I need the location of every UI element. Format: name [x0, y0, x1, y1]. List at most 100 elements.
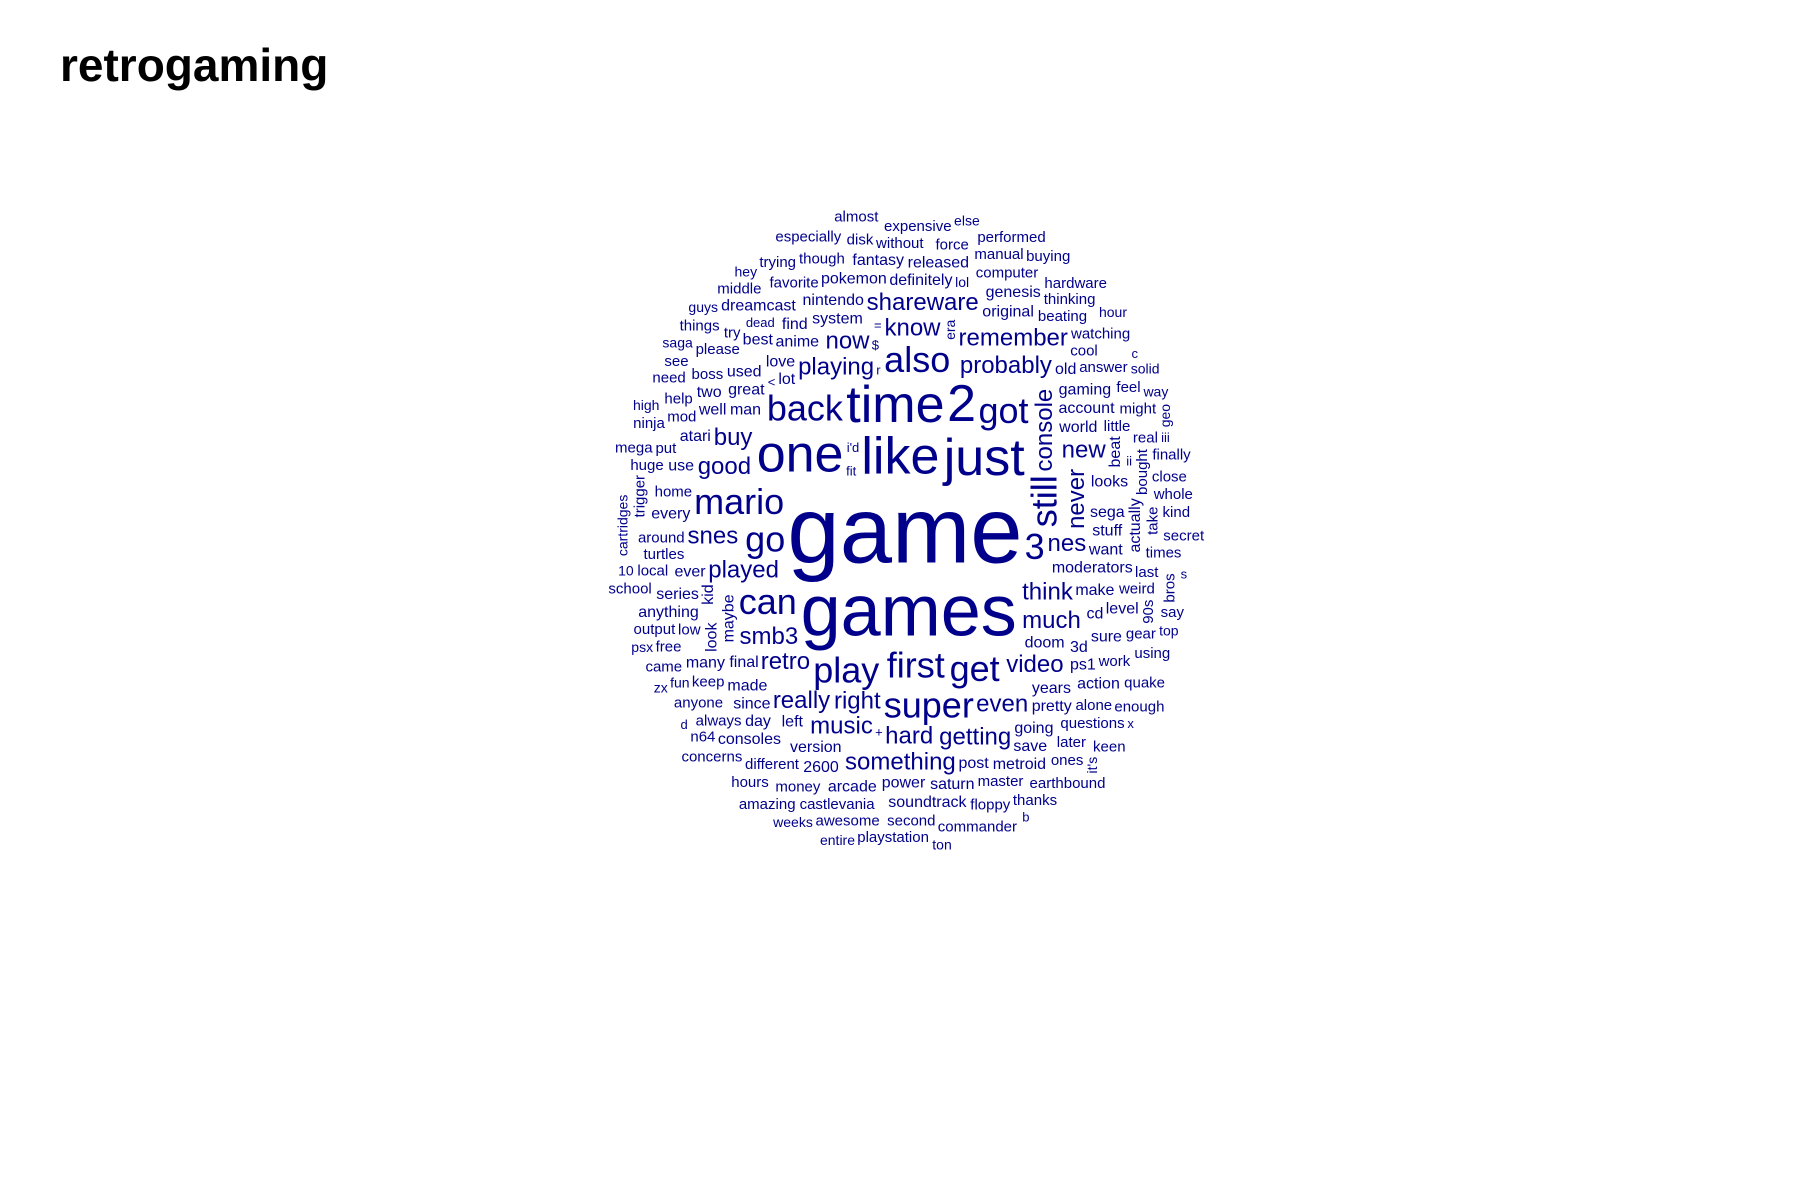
cloud-word: smb3 — [740, 623, 799, 650]
cloud-word: gear — [1126, 625, 1156, 642]
cloud-word: dead — [746, 315, 775, 330]
cloud-word: pokemon — [821, 270, 887, 287]
cloud-word: r — [876, 363, 881, 378]
cloud-word: series — [656, 586, 699, 603]
cloud-word: mega — [615, 439, 653, 456]
cloud-word: though — [799, 250, 845, 267]
cloud-word: fit — [846, 464, 857, 479]
cloud-word: version — [790, 739, 842, 756]
cloud-word: getting — [939, 723, 1011, 750]
cloud-word: remember — [959, 324, 1068, 351]
cloud-word: manual — [974, 246, 1023, 263]
cloud-word: amazing — [739, 796, 796, 813]
cloud-word: arcade — [828, 779, 877, 796]
cloud-word: kind — [1163, 504, 1191, 521]
cloud-word: little — [1104, 418, 1131, 435]
cloud-word: now — [825, 328, 870, 355]
cloud-word: home — [655, 484, 693, 501]
cloud-word: n64 — [690, 729, 715, 746]
cloud-word: playstation — [857, 829, 929, 846]
cloud-word: ps1 — [1070, 656, 1096, 673]
cloud-word: game — [787, 478, 1022, 583]
cloud-word: still — [1024, 475, 1065, 527]
cloud-word: console — [1031, 389, 1058, 472]
cloud-word: going — [1014, 720, 1053, 737]
cloud-word: shareware — [867, 289, 979, 316]
cloud-word: solid — [1131, 360, 1160, 376]
cloud-word: computer — [976, 264, 1039, 281]
cloud-word: mario — [694, 481, 784, 522]
cloud-word: ii — [1126, 454, 1132, 469]
cloud-word: boss — [692, 366, 724, 383]
cloud-word: master — [978, 773, 1024, 790]
cloud-word: music — [810, 713, 873, 740]
cloud-word: dreamcast — [721, 298, 796, 315]
cloud-word: free — [656, 638, 682, 655]
cloud-word: well — [698, 402, 727, 419]
page-title: retrogaming — [60, 39, 329, 91]
cloud-word: s — [1181, 566, 1188, 581]
cloud-word: < — [768, 374, 776, 389]
cloud-word: zx — [654, 679, 668, 695]
cloud-word: one — [757, 426, 844, 484]
cloud-word: concerns — [681, 748, 742, 765]
cloud-word: high — [633, 397, 659, 413]
cloud-word: output — [634, 621, 677, 638]
cloud-word: d — [680, 717, 687, 732]
cloud-word: see — [664, 353, 688, 370]
cloud-word: playing — [798, 353, 874, 380]
cloud-word: c — [1132, 346, 1139, 361]
cloud-word: nes — [1048, 530, 1087, 557]
cloud-word: best — [743, 332, 774, 349]
cloud-word: castlevania — [800, 796, 876, 813]
cloud-word: anime — [776, 334, 820, 351]
cloud-word: buy — [714, 424, 753, 451]
cloud-word: last — [1135, 564, 1159, 581]
cloud-word: left — [782, 714, 804, 731]
cloud-word: second — [887, 813, 935, 830]
cloud-word: man — [730, 401, 761, 418]
cloud-word: video — [1006, 651, 1063, 678]
cloud-word: probably — [960, 352, 1052, 379]
cloud-word: atari — [680, 428, 711, 445]
cloud-word: saga — [662, 335, 693, 351]
cloud-word: say — [1161, 604, 1185, 621]
cloud-word: 2 — [947, 375, 976, 433]
cloud-word: trying — [759, 254, 796, 271]
cloud-word: anyone — [674, 695, 723, 712]
cloud-word: without — [875, 235, 924, 252]
cloud-word: times — [1146, 545, 1182, 562]
cloud-word: know — [884, 315, 941, 342]
cloud-word: action — [1077, 675, 1120, 692]
cloud-word: psx — [631, 639, 653, 655]
cloud-word: finally — [1152, 447, 1191, 464]
cloud-word: hours — [731, 774, 769, 791]
cloud-word: sega — [1090, 504, 1125, 521]
cloud-word: keen — [1093, 739, 1126, 756]
cloud-word: take — [1144, 507, 1161, 535]
cloud-word: get — [950, 648, 1000, 689]
cloud-word: 10 — [618, 563, 634, 579]
cloud-word: $ — [872, 337, 880, 352]
cloud-word: weird — [1118, 581, 1155, 598]
cloud-word: right — [834, 688, 881, 715]
cloud-word: years — [1032, 680, 1071, 697]
cloud-word: middle — [717, 281, 761, 298]
cloud-word: 90s — [1140, 600, 1157, 624]
cloud-word: hardware — [1044, 275, 1107, 292]
cloud-word: trigger — [631, 475, 648, 518]
cloud-word: stuff — [1092, 523, 1123, 540]
cloud-word: got — [978, 390, 1028, 431]
cloud-word: work — [1098, 653, 1131, 670]
cloud-word: real — [1133, 430, 1158, 447]
cloud-word: even — [976, 690, 1028, 717]
cloud-word: low — [678, 621, 701, 638]
cloud-word: things — [680, 317, 720, 334]
cloud-word: else — [954, 213, 980, 229]
cloud-word: time — [846, 376, 944, 434]
cloud-word: level — [1106, 601, 1139, 618]
cloud-word: cartridges — [615, 495, 631, 556]
cloud-word: released — [908, 255, 969, 272]
cloud-word: snes — [688, 523, 739, 550]
cloud-word: ever — [674, 564, 706, 581]
